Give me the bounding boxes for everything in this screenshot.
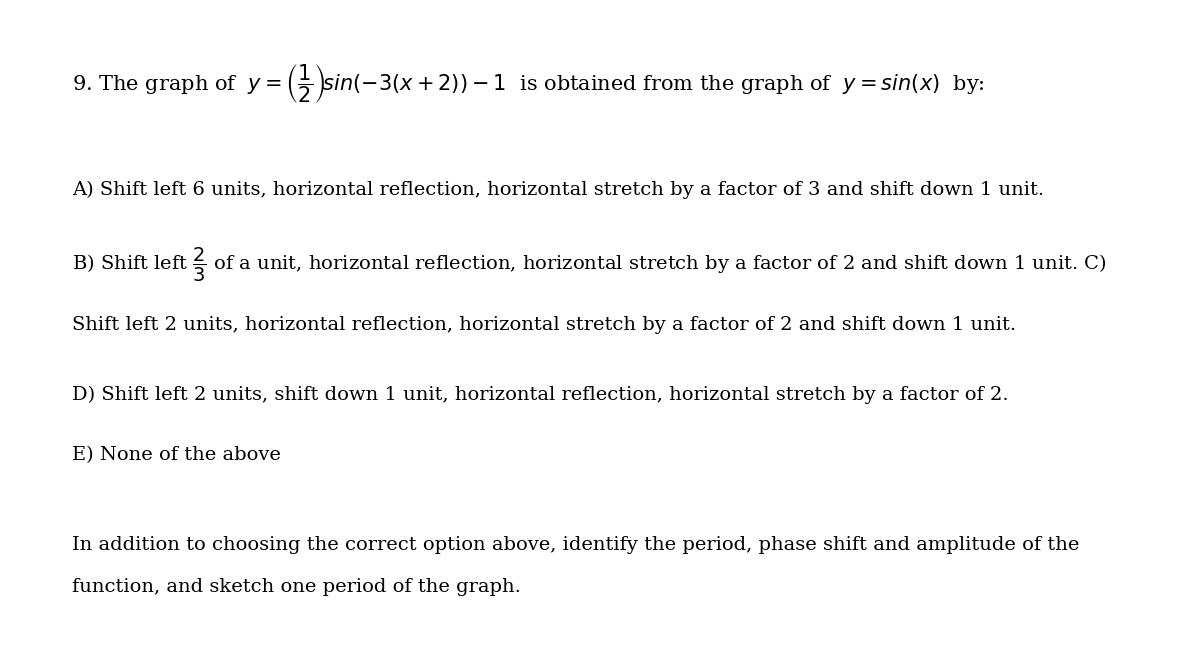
Text: B) Shift left $\dfrac{2}{3}$ of a unit, horizontal reflection, horizontal stretc: B) Shift left $\dfrac{2}{3}$ of a unit, … bbox=[72, 246, 1106, 284]
Text: A) Shift left 6 units, horizontal reflection, horizontal stretch by a factor of : A) Shift left 6 units, horizontal reflec… bbox=[72, 181, 1044, 199]
Text: Shift left 2 units, horizontal reflection, horizontal stretch by a factor of 2 a: Shift left 2 units, horizontal reflectio… bbox=[72, 316, 1016, 334]
Text: E) None of the above: E) None of the above bbox=[72, 446, 281, 464]
Text: D) Shift left 2 units, shift down 1 unit, horizontal reflection, horizontal stre: D) Shift left 2 units, shift down 1 unit… bbox=[72, 386, 1009, 404]
Text: 9. The graph of  $y = \left(\dfrac{1}{2}\right)\!sin(-3(x + 2)) - 1$  is obtaine: 9. The graph of $y = \left(\dfrac{1}{2}\… bbox=[72, 62, 985, 105]
Text: function, and sketch one period of the graph.: function, and sketch one period of the g… bbox=[72, 578, 521, 596]
Text: In addition to choosing the correct option above, identify the period, phase shi: In addition to choosing the correct opti… bbox=[72, 536, 1079, 554]
